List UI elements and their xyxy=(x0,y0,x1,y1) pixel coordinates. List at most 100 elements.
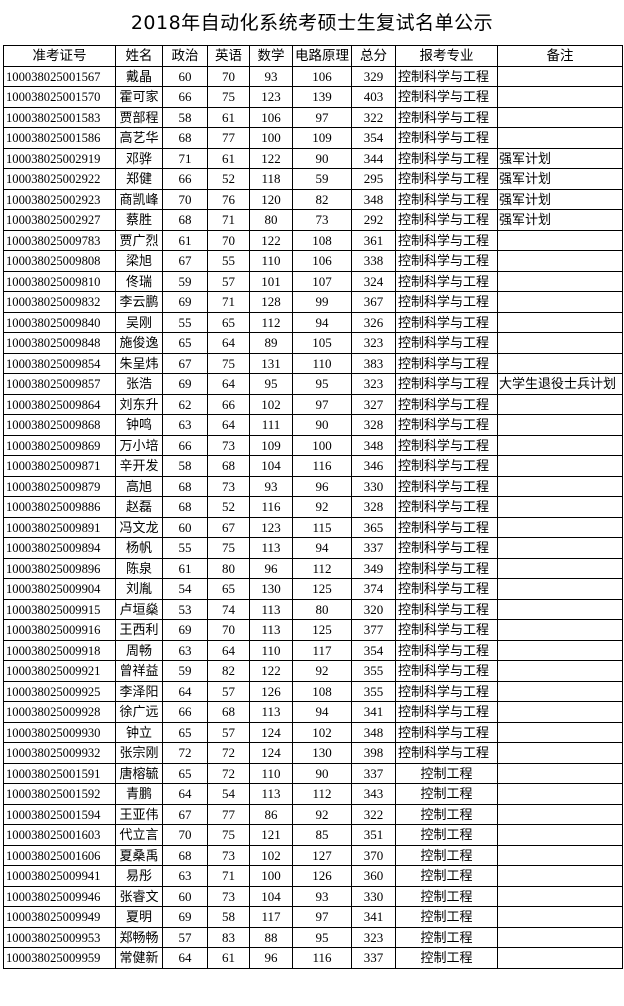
header-name: 姓名 xyxy=(115,45,163,67)
cell-exam-id: 100038025002922 xyxy=(3,168,116,190)
cell-note xyxy=(497,947,623,969)
cell-name: 易彤 xyxy=(115,865,163,887)
cell-math: 95 xyxy=(249,373,293,395)
cell-major: 控制科学与工程 xyxy=(395,434,498,457)
cell-politics: 67 xyxy=(162,352,208,375)
cell-exam-id: 100038025001592 xyxy=(3,783,116,805)
cell-english: 72 xyxy=(207,742,250,764)
cell-name: 青鹏 xyxy=(115,783,163,805)
cell-circuit: 108 xyxy=(292,229,352,252)
cell-major: 控制科学与工程 xyxy=(395,742,498,764)
cell-exam-id: 100038025009904 xyxy=(3,578,116,600)
cell-name: 王亚伟 xyxy=(115,803,163,826)
cell-total: 348 xyxy=(351,721,396,744)
cell-note xyxy=(497,660,623,682)
cell-name: 贾广烈 xyxy=(115,229,163,252)
cell-note xyxy=(497,250,623,272)
cell-english: 66 xyxy=(207,393,250,416)
cell-circuit: 106 xyxy=(292,65,352,88)
cell-total: 337 xyxy=(351,947,396,969)
cell-math: 124 xyxy=(249,742,293,764)
cell-politics: 53 xyxy=(162,598,208,621)
cell-politics: 66 xyxy=(162,168,208,190)
cell-major: 控制科学与工程 xyxy=(395,393,498,416)
cell-math: 96 xyxy=(249,947,293,969)
cell-major: 控制科学与工程 xyxy=(395,291,498,313)
cell-exam-id: 100038025001570 xyxy=(3,86,116,108)
cell-exam-id: 100038025009854 xyxy=(3,352,116,375)
cell-name: 佟瑞 xyxy=(115,270,163,293)
cell-name: 冯文龙 xyxy=(115,516,163,539)
cell-name: 徐广远 xyxy=(115,701,163,723)
cell-total: 348 xyxy=(351,188,396,211)
cell-english: 68 xyxy=(207,455,250,477)
cell-circuit: 92 xyxy=(292,660,352,682)
cell-total: 328 xyxy=(351,414,396,436)
header-note: 备注 xyxy=(497,45,623,67)
cell-politics: 59 xyxy=(162,270,208,293)
table-row: 100038025009925 李泽阳 64 57 126 108 355 控制科学与工程 xyxy=(3,680,623,703)
cell-major: 控制科学与工程 xyxy=(395,475,498,498)
cell-note xyxy=(497,701,623,723)
cell-circuit: 125 xyxy=(292,619,352,641)
cell-circuit: 115 xyxy=(292,516,352,539)
cell-exam-id: 100038025009953 xyxy=(3,926,116,949)
cell-total: 383 xyxy=(351,352,396,375)
cell-note xyxy=(497,414,623,436)
cell-circuit: 117 xyxy=(292,639,352,662)
cell-name: 周畅 xyxy=(115,639,163,662)
table-row: 100038025002922 郑健 66 52 118 59 295 控制科学与工程 强军计划 xyxy=(3,168,623,190)
cell-major: 控制科学与工程 xyxy=(395,598,498,621)
cell-english: 55 xyxy=(207,250,250,272)
header-major: 报考专业 xyxy=(395,45,498,67)
cell-exam-id: 100038025009832 xyxy=(3,291,116,313)
cell-name: 张睿文 xyxy=(115,885,163,908)
cell-math: 113 xyxy=(249,598,293,621)
cell-major: 控制科学与工程 xyxy=(395,701,498,723)
cell-math: 102 xyxy=(249,393,293,416)
cell-name: 蔡胜 xyxy=(115,209,163,231)
cell-total: 324 xyxy=(351,270,396,293)
cell-total: 292 xyxy=(351,209,396,231)
table-row: 100038025009915 卢垣燊 53 74 113 80 320 控制科学与工程 xyxy=(3,598,623,621)
cell-total: 322 xyxy=(351,106,396,129)
cell-english: 73 xyxy=(207,844,250,867)
cell-name: 代立言 xyxy=(115,824,163,846)
cell-politics: 55 xyxy=(162,537,208,559)
table-row: 100038025009848 施俊逸 65 64 89 105 323 控制科学与工程 xyxy=(3,332,623,354)
header-math: 数学 xyxy=(249,45,293,67)
cell-note xyxy=(497,926,623,949)
cell-english: 58 xyxy=(207,906,250,928)
cell-total: 398 xyxy=(351,742,396,764)
cell-total: 349 xyxy=(351,557,396,580)
cell-exam-id: 100038025001586 xyxy=(3,127,116,149)
cell-politics: 64 xyxy=(162,947,208,969)
cell-note xyxy=(497,270,623,293)
cell-major: 控制科学与工程 xyxy=(395,455,498,477)
cell-politics: 68 xyxy=(162,209,208,231)
table-row: 100038025001586 高艺华 68 77 100 109 354 控制科学与工程 xyxy=(3,127,623,149)
cell-english: 70 xyxy=(207,65,250,88)
cell-total: 360 xyxy=(351,865,396,887)
cell-english: 64 xyxy=(207,373,250,395)
cell-politics: 63 xyxy=(162,865,208,887)
table-row: 100038025001594 王亚伟 67 77 86 92 322 控制工程 xyxy=(3,803,623,826)
cell-total: 327 xyxy=(351,393,396,416)
cell-math: 86 xyxy=(249,803,293,826)
table-header-row: 准考证号 姓名 政治 英语 数学 电路原理 总分 报考专业 备注 xyxy=(3,45,623,67)
cell-major: 控制科学与工程 xyxy=(395,352,498,375)
cell-total: 377 xyxy=(351,619,396,641)
table-row: 100038025002919 邓骅 71 61 122 90 344 控制科学与工程 强军计划 xyxy=(3,147,623,170)
cell-name: 郑健 xyxy=(115,168,163,190)
cell-politics: 68 xyxy=(162,127,208,149)
cell-math: 102 xyxy=(249,844,293,867)
table-row: 100038025009869 万小培 66 73 109 100 348 控制科学与工程 xyxy=(3,434,623,457)
cell-note xyxy=(497,434,623,457)
cell-politics: 58 xyxy=(162,455,208,477)
cell-note xyxy=(497,639,623,662)
cell-major: 控制科学与工程 xyxy=(395,106,498,129)
cell-english: 52 xyxy=(207,168,250,190)
cell-name: 张浩 xyxy=(115,373,163,395)
cell-name: 李泽阳 xyxy=(115,680,163,703)
cell-politics: 62 xyxy=(162,393,208,416)
